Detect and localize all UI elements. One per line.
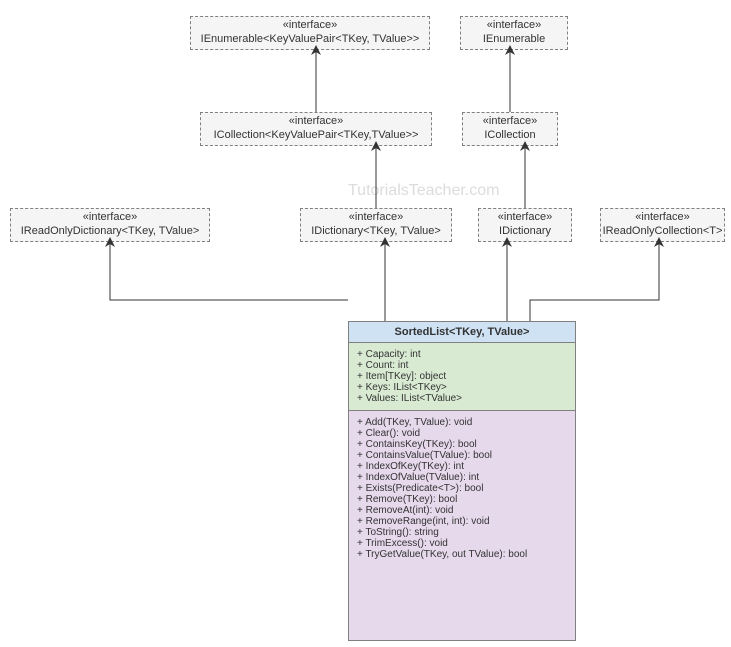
interface-idictionary-generic: «interface» IDictionary<TKey, TValue> (300, 208, 452, 242)
stereotype-label: «interface» (283, 19, 337, 33)
class-method: + TryGetValue(TKey, out TValue): bool (357, 549, 567, 560)
class-method: + IndexOfValue(TValue): int (357, 472, 567, 483)
class-property: + Capacity: int (357, 349, 567, 360)
interface-name: IReadOnlyDictionary<TKey, TValue> (21, 225, 200, 239)
interface-name: IDictionary (499, 225, 551, 239)
class-method: + ContainsKey(TKey): bool (357, 439, 567, 450)
interface-ienumerable: «interface» IEnumerable (460, 16, 568, 50)
class-sortedlist: SortedList<TKey, TValue> + Capacity: int… (348, 321, 576, 641)
class-method: + ContainsValue(TValue): bool (357, 450, 567, 461)
stereotype-label: «interface» (498, 211, 552, 225)
interface-ireadonlydictionary: «interface» IReadOnlyDictionary<TKey, TV… (10, 208, 210, 242)
stereotype-label: «interface» (487, 19, 541, 33)
class-method: + Clear(): void (357, 428, 567, 439)
interface-icollection: «interface» ICollection (462, 112, 558, 146)
class-method: + Add(TKey, TValue): void (357, 417, 567, 428)
uml-realization-edge (110, 242, 348, 300)
stereotype-label: «interface» (349, 211, 403, 225)
interface-idictionary: «interface» IDictionary (478, 208, 572, 242)
stereotype-label: «interface» (289, 115, 343, 129)
class-method: + Exists(Predicate<T>): bool (357, 483, 567, 494)
class-method: + RemoveRange(int, int): void (357, 516, 567, 527)
class-title: SortedList<TKey, TValue> (349, 322, 575, 343)
interface-name: IEnumerable (483, 33, 545, 47)
interface-name: IReadOnlyCollection<T> (603, 225, 723, 239)
class-method: + TrimExcess(): void (357, 538, 567, 549)
uml-realization-edge (530, 242, 659, 321)
interface-ireadonlycollection: «interface» IReadOnlyCollection<T> (600, 208, 725, 242)
watermark: TutorialsTeacher.com (348, 182, 499, 200)
class-property: + Item[TKey]: object (357, 371, 567, 382)
class-property: + Count: int (357, 360, 567, 371)
interface-name: IEnumerable<KeyValuePair<TKey, TValue>> (201, 33, 420, 47)
interface-ienumerable-generic: «interface» IEnumerable<KeyValuePair<TKe… (190, 16, 430, 50)
class-methods: + Add(TKey, TValue): void+ Clear(): void… (349, 411, 575, 640)
stereotype-label: «interface» (83, 211, 137, 225)
class-property: + Keys: IList<TKey> (357, 382, 567, 393)
class-method: + RemoveAt(int): void (357, 505, 567, 516)
class-method: + Remove(TKey): bool (357, 494, 567, 505)
interface-name: IDictionary<TKey, TValue> (311, 225, 441, 239)
stereotype-label: «interface» (635, 211, 689, 225)
class-property: + Values: IList<TValue> (357, 393, 567, 404)
interface-name: ICollection<KeyValuePair<TKey,TValue>> (214, 129, 419, 143)
interface-icollection-generic: «interface» ICollection<KeyValuePair<TKe… (200, 112, 432, 146)
stereotype-label: «interface» (483, 115, 537, 129)
class-method: + ToString(): string (357, 527, 567, 538)
class-properties: + Capacity: int+ Count: int+ Item[TKey]:… (349, 343, 575, 411)
class-method: + IndexOfKey(TKey): int (357, 461, 567, 472)
interface-name: ICollection (484, 129, 535, 143)
